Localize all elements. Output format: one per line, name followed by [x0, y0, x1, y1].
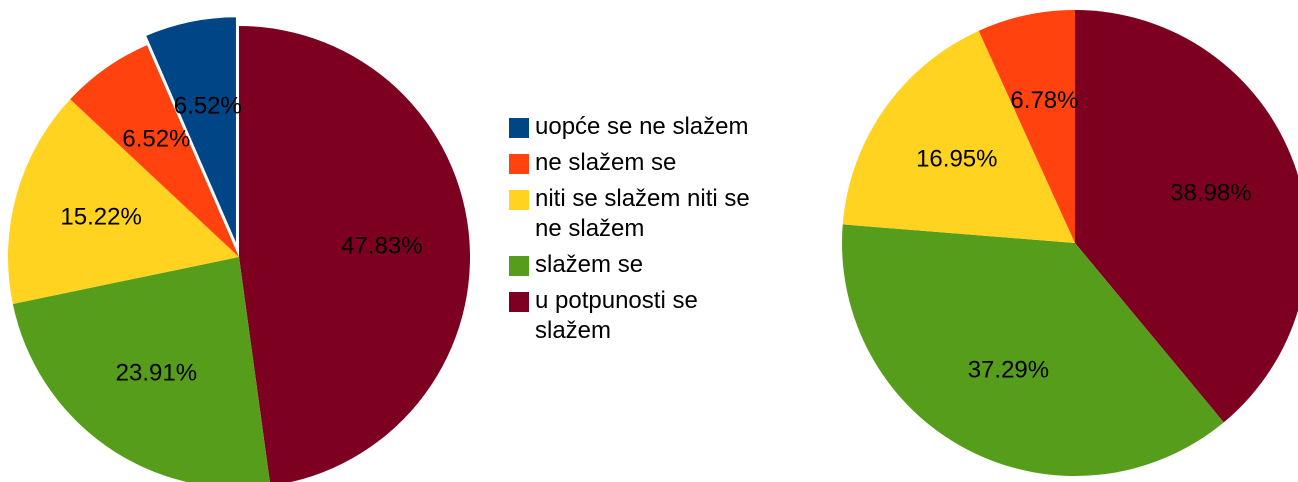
legend-label: ne slažem se — [535, 149, 677, 176]
legend-item: ne slažem se — [509, 148, 779, 178]
legend-swatch — [509, 190, 529, 210]
legend: uopće se ne slažem ne slažem se niti se sl… — [509, 112, 779, 352]
pie-slice — [70, 45, 239, 257]
data-label: 15.22% — [60, 204, 141, 231]
legend-item: uopće se ne slažem — [509, 112, 779, 142]
pie-slice — [8, 99, 240, 304]
legend-swatch — [509, 292, 529, 312]
data-label: 37.29% — [968, 357, 1049, 384]
pie-slice — [842, 224, 1224, 476]
data-label: 47.83% — [341, 233, 422, 260]
pie-slice — [978, 9, 1075, 243]
pie-slice — [239, 26, 470, 482]
legend-label: slažem se — [535, 251, 644, 278]
legend-swatch — [509, 154, 529, 174]
legend-swatch — [509, 256, 529, 276]
legend-item: slažem se — [509, 250, 779, 280]
legend-label: niti se slažem niti se ne slažem — [535, 185, 750, 242]
pie-slice — [143, 15, 238, 248]
pie-slice — [1075, 10, 1298, 423]
legend-label: u potpunosti se slažem — [535, 287, 698, 344]
legend-item: u potpunosti se slažem — [509, 286, 779, 346]
data-label: 6.78% — [1010, 87, 1078, 114]
legend-label: uopće se ne slažem — [535, 113, 749, 140]
legend-swatch — [509, 118, 529, 138]
pie-slice — [842, 30, 1075, 244]
data-label: 38.98% — [1170, 179, 1251, 206]
data-label: 6.52% — [174, 92, 242, 119]
data-label: 23.91% — [116, 359, 197, 386]
data-label: 6.52% — [122, 125, 190, 152]
legend-item: niti se slažem niti se ne slažem — [509, 184, 779, 244]
pie-slice — [12, 257, 270, 482]
data-label: 16.95% — [916, 145, 997, 172]
